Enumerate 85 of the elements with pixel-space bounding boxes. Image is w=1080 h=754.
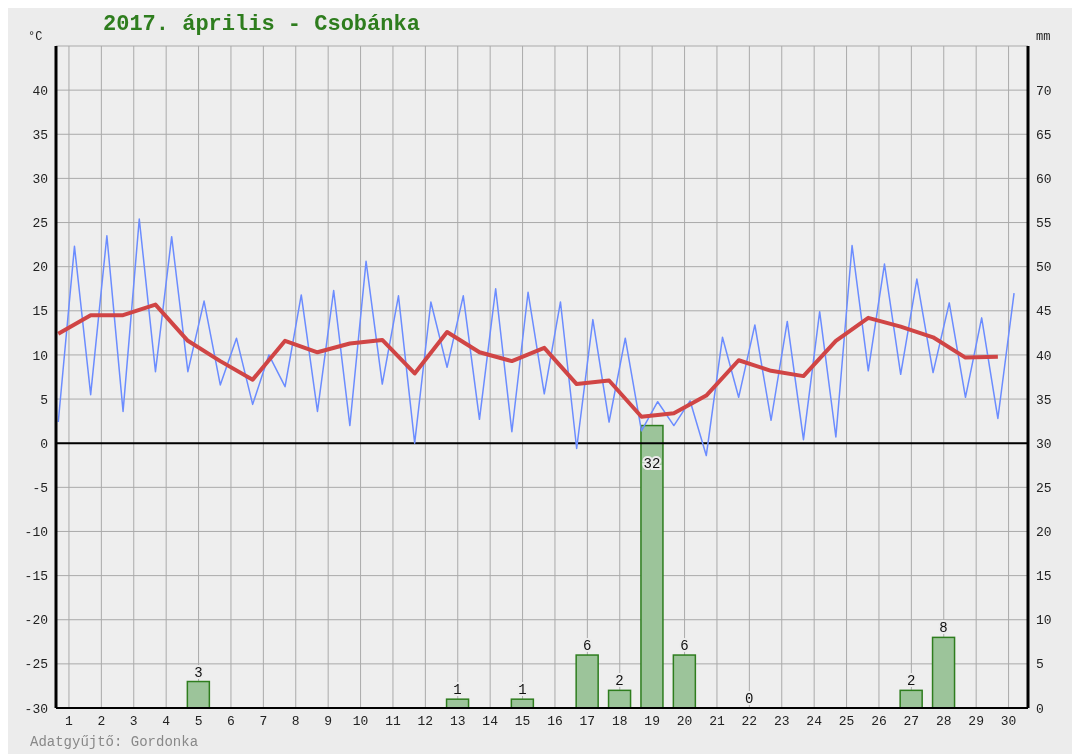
y2-axis-title: mm — [1036, 30, 1051, 44]
x-tick-label: 20 — [676, 714, 693, 730]
chart-title: 2017. április - Csobánka — [103, 12, 420, 37]
x-tick-label: 29 — [968, 714, 984, 730]
y2-tick-label: 65 — [1036, 127, 1052, 143]
y-tick-label: 30 — [32, 172, 48, 188]
x-tick-label: 27 — [903, 714, 920, 730]
x-tick-label: 1 — [65, 714, 74, 730]
x-tick-label: 3 — [129, 714, 138, 730]
y2-tick-label: 15 — [1036, 569, 1052, 585]
y2-tick-label: 20 — [1036, 525, 1052, 541]
y-tick-label: -15 — [24, 569, 48, 585]
x-tick-label: 19 — [644, 714, 660, 730]
data-label: 1 — [518, 682, 527, 699]
bar — [575, 654, 599, 708]
y2-tick-label: 45 — [1036, 304, 1052, 320]
data-label: 2 — [906, 673, 916, 690]
y2-tick-label: 55 — [1036, 216, 1052, 232]
data-label: 3 — [194, 664, 203, 681]
y-axis-title: °C — [28, 30, 43, 44]
y-tick-label: 35 — [32, 127, 48, 143]
x-tick-label: 12 — [417, 714, 434, 730]
x-tick-label: 10 — [352, 714, 369, 730]
x-tick-label: 23 — [773, 714, 790, 730]
bar — [445, 698, 470, 708]
data-label: 8 — [939, 620, 948, 637]
x-tick-label: 26 — [871, 714, 887, 730]
x-tick-label: 22 — [741, 714, 758, 730]
y2-tick-label: 70 — [1036, 83, 1052, 99]
line-series — [57, 218, 1015, 457]
bar — [607, 689, 632, 708]
data-label: 6 — [680, 638, 689, 655]
y-tick-label: 25 — [32, 216, 48, 232]
y-tick-label: -20 — [24, 613, 48, 629]
data-label: 0 — [744, 691, 754, 707]
x-tick-label: 7 — [259, 714, 268, 730]
y2-tick-label: 60 — [1036, 172, 1052, 188]
x-tick-label: 13 — [449, 714, 466, 730]
bar — [640, 424, 664, 708]
x-tick-label: 5 — [194, 714, 203, 730]
y2-tick-label: 35 — [1036, 392, 1052, 408]
x-tick-label: 9 — [324, 714, 333, 730]
bar — [672, 654, 697, 708]
y2-tick-label: 50 — [1036, 260, 1052, 276]
x-tick-label: 28 — [935, 714, 952, 730]
y-tick-label: 5 — [40, 392, 48, 408]
y-tick-label: -10 — [24, 525, 48, 541]
y-tick-label: 0 — [40, 436, 48, 452]
bar — [510, 698, 535, 708]
y2-tick-label: 5 — [1036, 657, 1044, 673]
data-label: 32 — [643, 455, 661, 472]
y-tick-label: 15 — [32, 304, 48, 320]
x-tick-label: 8 — [291, 714, 300, 730]
x-tick-label: 16 — [547, 714, 563, 730]
x-tick-label: 18 — [611, 714, 628, 730]
line-series — [56, 302, 1000, 419]
data-label: 6 — [582, 638, 592, 655]
y-tick-label: 20 — [32, 260, 48, 276]
bar — [186, 680, 211, 708]
x-tick-label: 14 — [482, 714, 499, 730]
bar — [899, 689, 923, 708]
x-tick-label: 6 — [227, 714, 235, 730]
data-label: 2 — [615, 673, 624, 690]
y2-tick-label: 30 — [1036, 436, 1052, 452]
x-tick-label: 17 — [579, 714, 596, 730]
x-tick-label: 15 — [514, 714, 531, 730]
x-tick-label: 11 — [385, 714, 401, 730]
x-tick-label: 24 — [806, 714, 823, 730]
data-label: 1 — [453, 682, 462, 699]
y-tick-label: -5 — [32, 480, 48, 496]
x-tick-label: 4 — [162, 714, 171, 730]
y2-tick-label: 40 — [1036, 348, 1052, 364]
y2-tick-label: 25 — [1036, 480, 1052, 496]
x-tick-label: 30 — [1000, 714, 1017, 730]
text: Adatgyűjtő: Gordonka — [30, 734, 199, 750]
x-tick-label: 2 — [97, 714, 106, 730]
bar — [931, 636, 956, 708]
y-tick-label: -25 — [24, 657, 48, 673]
y-tick-label: 40 — [32, 83, 48, 99]
x-tick-label: 25 — [838, 714, 855, 730]
y2-tick-label: 0 — [1036, 701, 1044, 717]
y-tick-label: -30 — [24, 701, 48, 717]
y2-tick-label: 10 — [1036, 613, 1052, 629]
y-tick-label: 10 — [32, 348, 48, 364]
x-tick-label: 21 — [709, 714, 725, 730]
